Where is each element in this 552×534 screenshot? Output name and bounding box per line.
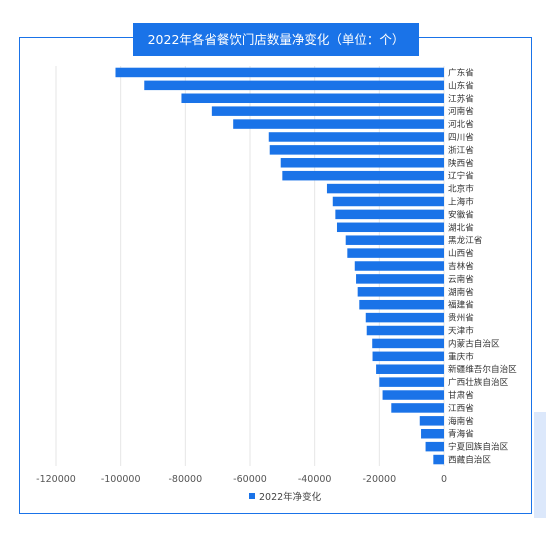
bar [421, 428, 444, 439]
bar [332, 196, 444, 207]
x-tick-label: -100000 [101, 474, 141, 485]
category-labels: 广东省山东省江苏省河南省河北省四川省浙江省陕西省辽宁省北京市上海市安徽省湖北省黑… [448, 66, 517, 465]
bar [336, 222, 444, 233]
category-label: 吉林省 [448, 260, 474, 272]
category-label: 新疆维吾尔自治区 [448, 363, 517, 375]
category-label: 青海省 [448, 428, 474, 440]
bar [356, 274, 444, 284]
category-label: 陕西省 [448, 157, 474, 169]
category-label: 浙江省 [448, 144, 474, 156]
category-label: 北京市 [448, 183, 474, 195]
bar [357, 287, 444, 297]
bar [391, 403, 444, 413]
chart-frame [19, 37, 532, 514]
bar [335, 209, 444, 220]
bar [382, 390, 444, 400]
category-label: 甘肃省 [448, 389, 474, 401]
x-tick-labels: -120000 -100000 -80000 -60000 -40000 -20000 0 [36, 474, 447, 485]
x-tick-label: -20000 [363, 474, 397, 485]
category-label: 广东省 [448, 66, 474, 78]
category-label: 湖北省 [448, 221, 474, 233]
legend-swatch [249, 493, 255, 499]
category-label: 河北省 [448, 118, 474, 130]
x-tick-label: 0 [441, 474, 447, 485]
bar [359, 299, 444, 310]
category-label: 湖南省 [448, 286, 474, 298]
category-label: 重庆市 [448, 350, 474, 362]
category-label: 河南省 [448, 105, 474, 117]
bar [211, 106, 444, 116]
category-label: 山东省 [448, 79, 474, 91]
category-label: 云南省 [448, 273, 474, 285]
bars [115, 67, 444, 465]
category-label: 西藏自治区 [448, 454, 491, 466]
x-tick-label: -120000 [36, 474, 76, 485]
category-label: 上海市 [448, 195, 474, 207]
bar [372, 351, 444, 362]
category-label: 山西省 [448, 247, 474, 259]
bar [144, 80, 444, 91]
bar [365, 312, 444, 323]
decorative-strip [534, 412, 546, 518]
bar [280, 158, 444, 168]
bar [372, 338, 444, 349]
bar [269, 145, 444, 155]
bar [376, 364, 444, 374]
bar [433, 454, 444, 465]
bar [347, 248, 444, 258]
x-tick-label: -80000 [169, 474, 203, 485]
category-label: 内蒙古自治区 [448, 337, 500, 349]
bar [282, 170, 444, 181]
category-label: 江西省 [448, 402, 474, 414]
bar [354, 261, 444, 271]
category-label: 黑龙江省 [448, 234, 483, 246]
bar [268, 132, 444, 142]
x-tick-label: -60000 [233, 474, 267, 485]
bar [345, 235, 444, 245]
bar [233, 119, 444, 129]
category-label: 安徽省 [448, 208, 474, 220]
bar [181, 93, 444, 104]
category-label: 海南省 [448, 415, 474, 427]
bar [425, 441, 444, 452]
bar [419, 416, 444, 426]
category-label: 四川省 [448, 131, 474, 143]
legend-label: 2022年净变化 [259, 492, 322, 503]
category-label: 辽宁省 [448, 170, 474, 182]
category-label: 福建省 [448, 299, 474, 311]
category-label: 宁夏回族自治区 [448, 441, 509, 453]
category-label: 广西壮族自治区 [448, 376, 509, 388]
category-label: 贵州省 [448, 312, 474, 324]
chart-title: 2022年各省餐饮门店数量净变化（单位：个） [133, 23, 419, 56]
bar [326, 183, 444, 194]
category-label: 江苏省 [448, 92, 474, 104]
bar [366, 325, 444, 336]
x-tick-label: -40000 [298, 474, 332, 485]
category-label: 天津市 [448, 325, 474, 337]
legend: 2022年净变化 [249, 489, 321, 503]
bar [379, 377, 444, 387]
bar [115, 67, 444, 78]
